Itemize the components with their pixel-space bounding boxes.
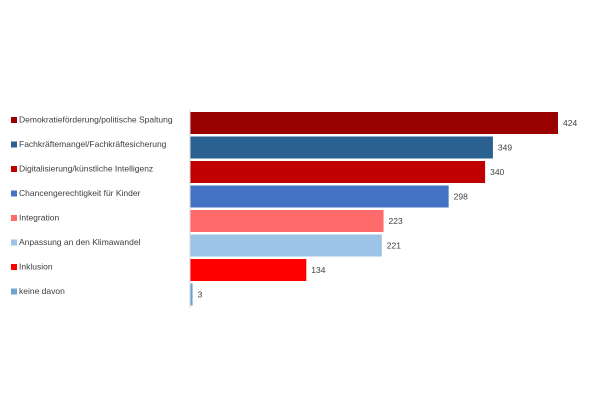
category-marker	[11, 239, 17, 246]
bar	[190, 161, 486, 183]
category-marker	[11, 215, 17, 221]
category-label: Integration	[19, 213, 59, 223]
category-marker	[11, 190, 17, 197]
category-label: Fachkräftemangel/Fachkräftesicherung	[19, 139, 167, 149]
category-marker	[11, 288, 17, 295]
value-label: 424	[563, 118, 577, 128]
category-label: Anpassung an den Klimawandel	[19, 237, 141, 247]
value-label: 340	[490, 167, 504, 177]
bar	[190, 210, 384, 232]
bar	[190, 283, 193, 306]
bar	[190, 259, 307, 281]
category-label: Digitalisierung/künstliche Intelligenz	[19, 164, 153, 174]
category-marker	[11, 117, 17, 123]
bar	[190, 234, 382, 257]
category-marker	[11, 166, 17, 172]
category-marker	[11, 264, 17, 270]
value-label: 298	[454, 192, 468, 202]
category-label: Demokratieförderung/politische Spaltung	[19, 115, 173, 125]
bar	[190, 112, 558, 134]
bars-group: Demokratieförderung/politische Spaltung 4…	[11, 112, 577, 306]
bar	[190, 185, 449, 208]
value-label: 221	[387, 241, 401, 251]
category-marker	[11, 141, 17, 148]
bar	[190, 136, 493, 159]
category-label: Inklusion	[19, 262, 53, 272]
category-label: keine davon	[19, 286, 65, 296]
value-label: 223	[389, 216, 403, 226]
value-label: 349	[498, 143, 512, 153]
category-label: Chancengerechtigkeit für Kinder	[19, 188, 141, 198]
value-label: 134	[311, 265, 325, 275]
value-label: 3	[198, 290, 203, 300]
